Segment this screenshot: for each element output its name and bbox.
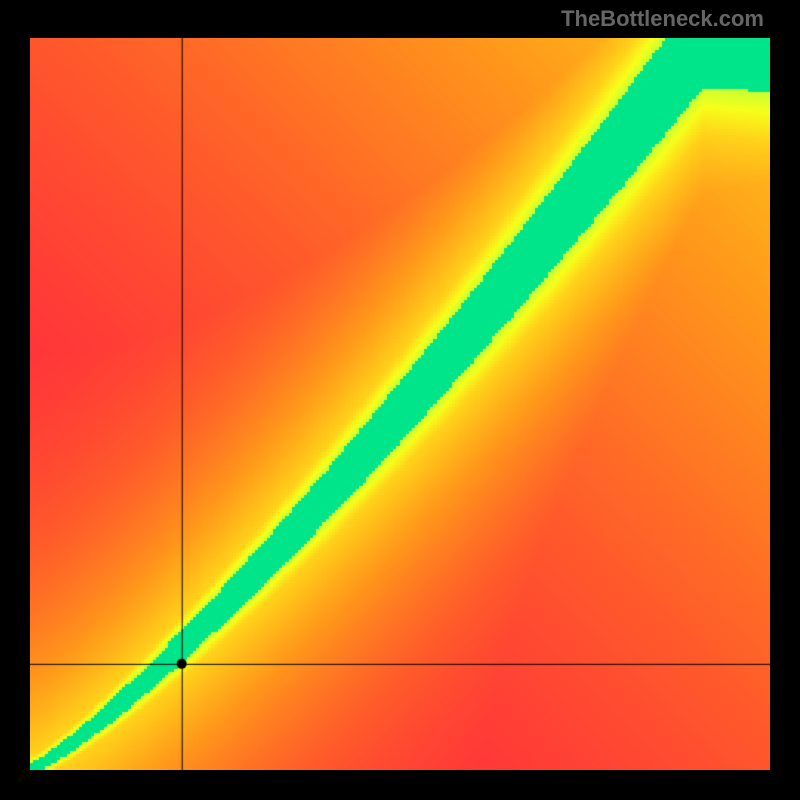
chart-container: TheBottleneck.com <box>0 0 800 800</box>
watermark: TheBottleneck.com <box>561 6 764 32</box>
heatmap-canvas <box>30 38 770 770</box>
